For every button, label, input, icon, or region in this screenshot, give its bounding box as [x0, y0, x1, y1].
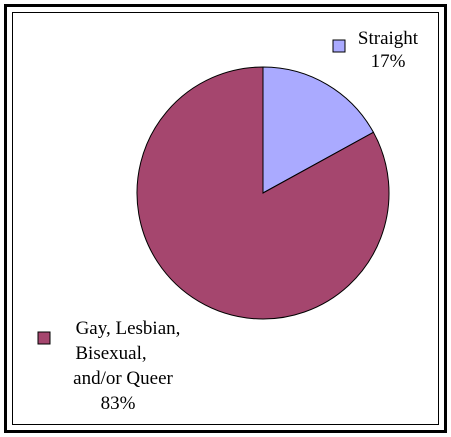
- gay-lesbian-bisexual-queer-slice: [136, 66, 390, 320]
- gay-lesbian-bisexual-queer-value-label: 83%: [101, 393, 136, 414]
- gay-lesbian-bisexual-queer-label-line-2: Bisexual,: [75, 343, 146, 364]
- chart-frame-inner: [12, 12, 439, 425]
- gay-lesbian-bisexual-queer-swatch: [37, 331, 51, 345]
- gay-lesbian-bisexual-queer-label-line-1: Gay, Lesbian,: [76, 318, 181, 339]
- gay-lesbian-bisexual-queer-label-line-3: and/or Queer: [73, 368, 173, 389]
- straight-value-label: 17%: [371, 51, 406, 72]
- straight-slice: [262, 66, 375, 194]
- straight-swatch: [332, 39, 346, 53]
- straight-label: Straight: [358, 28, 419, 49]
- pie-slices: [136, 66, 390, 320]
